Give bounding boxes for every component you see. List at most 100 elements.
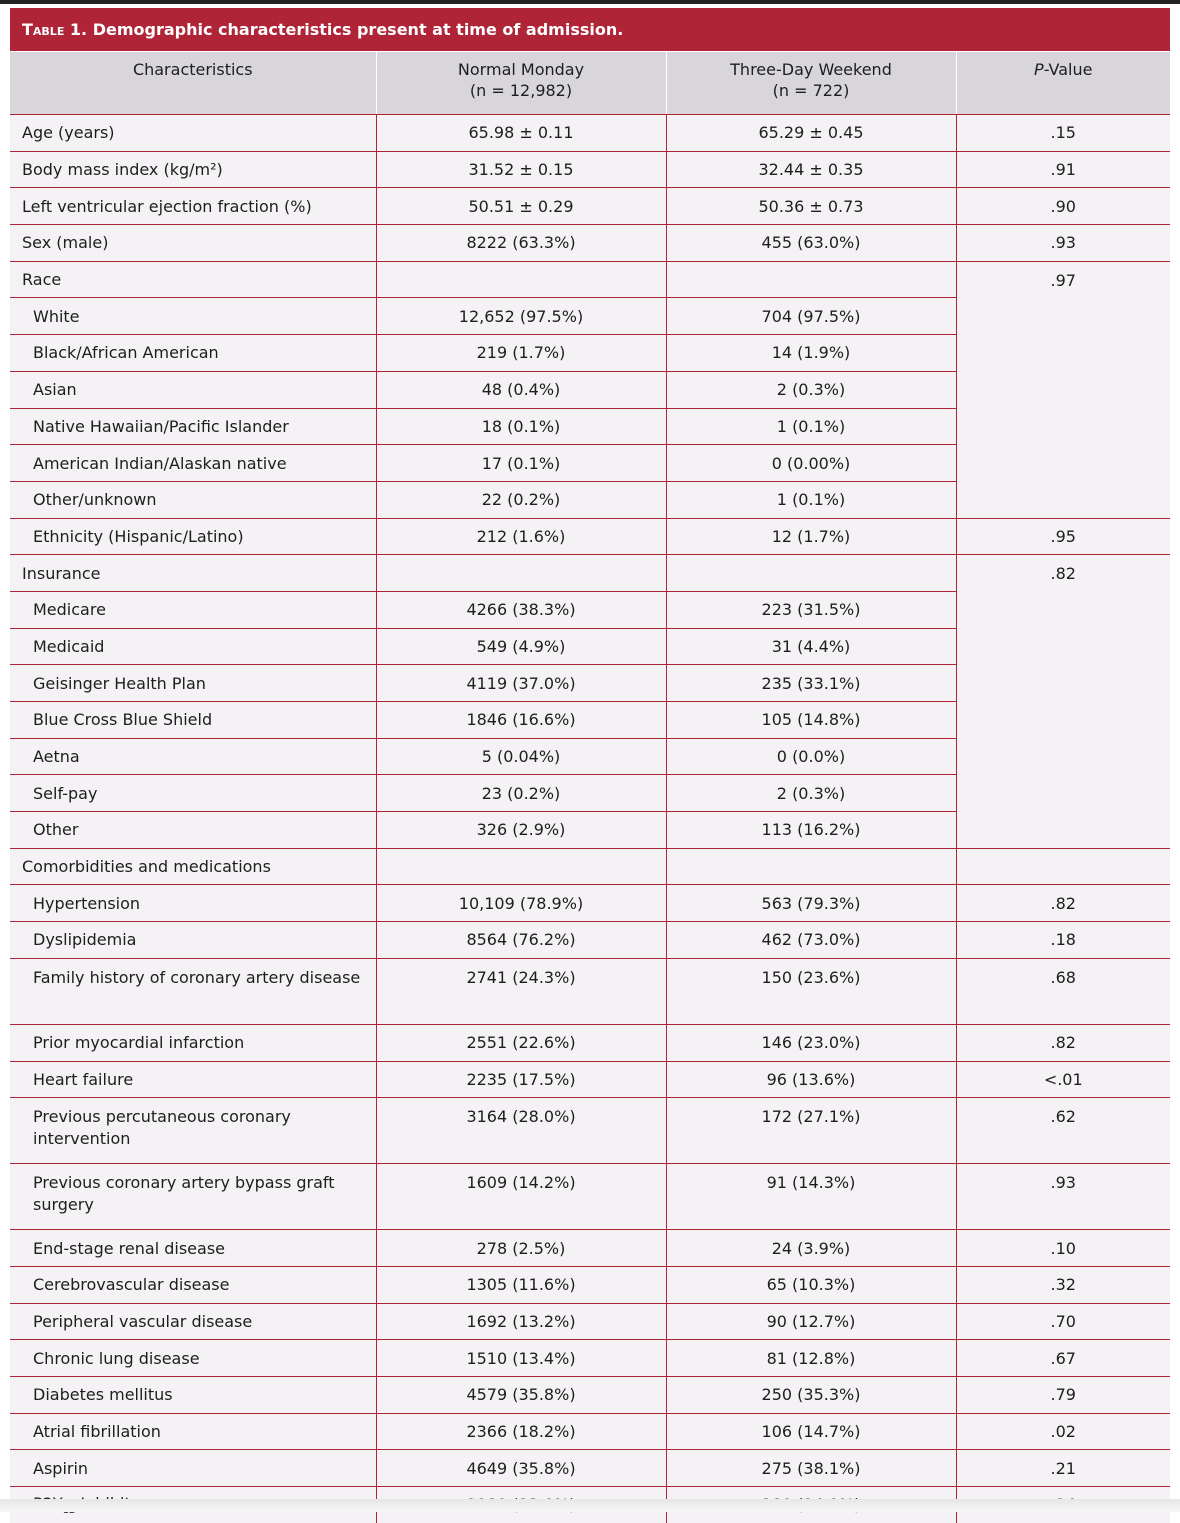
cell-text: 50.36 ± 0.73: [758, 196, 864, 216]
cell-text: 1846 (16.6%): [466, 710, 576, 730]
column-header: Three-Day Weekend (n = 722): [665, 52, 956, 115]
row-label: Age (years): [10, 114, 376, 152]
table-row: Hypertension 10,109 (78.9%) 563 (79.3%) .82: [10, 884, 1170, 922]
header-line: Three-Day Weekend: [730, 60, 892, 79]
cell-text: .18: [1050, 930, 1076, 950]
header-line: Characteristics: [132, 60, 253, 79]
cell-text: 2741 (24.3%): [466, 967, 576, 987]
cell-text: Ethnicity (Hispanic/Latino): [33, 526, 244, 546]
cell-text: 0 (0.00%): [771, 453, 851, 473]
column-header: Characteristics: [10, 52, 376, 115]
table-row: Other 326 (2.9%) 113 (16.2%): [10, 811, 1170, 849]
cell-text: Self-pay: [33, 783, 98, 803]
cell-text: 455 (63.0%): [761, 233, 861, 253]
value-cell: 563 (79.3%): [665, 884, 956, 922]
cell-text: 2366 (18.2%): [466, 1421, 576, 1441]
title-text: Demographic characteristics present at t…: [92, 20, 624, 39]
cell-text: 22 (0.2%): [481, 490, 561, 510]
cell-text: 250 (35.3%): [761, 1385, 861, 1405]
cell-text: Medicaid: [33, 636, 105, 656]
cell-text: 50.51 ± 0.29: [468, 196, 574, 216]
value-cell: 4119 (37.0%): [375, 664, 666, 702]
table-row: Peripheral vascular disease 1692 (13.2%) 9…: [10, 1302, 1170, 1340]
value-cell: 326 (2.9%): [375, 811, 666, 849]
row-label: Black/African American: [10, 334, 376, 372]
value-cell: 105 (14.8%): [665, 701, 956, 739]
p-value-cell: .82: [955, 554, 1170, 849]
table-row: Left ventricular ejection fraction (%) 50…: [10, 187, 1170, 225]
cell-text: 90 (12.7%): [766, 1311, 856, 1331]
cell-text: .97: [1050, 270, 1076, 290]
value-cell: 278 (2.5%): [375, 1229, 666, 1267]
cell-text: 4649 (35.8%): [466, 1458, 576, 1478]
cell-text: 1692 (13.2%): [466, 1311, 576, 1331]
cell-text: Heart failure: [33, 1069, 134, 1089]
p-value-cell: [955, 847, 1170, 885]
cell-text: 150 (23.6%): [761, 967, 861, 987]
p-value-cell: .02: [955, 1412, 1170, 1450]
cell-text: Black/African American: [33, 343, 219, 363]
p-value-cell: .93: [955, 224, 1170, 262]
table-row: Previous coronary artery bypass graft su…: [10, 1163, 1170, 1230]
cell-text: .62: [1050, 1107, 1076, 1127]
cell-text: .93: [1050, 1173, 1076, 1193]
cell-text: .21: [1050, 1458, 1076, 1478]
cell-text: .67: [1050, 1348, 1076, 1368]
value-cell: 549 (4.9%): [375, 627, 666, 665]
cell-text: 462 (73.0%): [761, 930, 861, 950]
table-row: Native Hawaiian/Pacific Islander 18 (0.1%…: [10, 407, 1170, 445]
cell-text: <.01: [1043, 1069, 1083, 1089]
header-line: Normal Monday: [457, 60, 585, 79]
cell-text: .91: [1050, 160, 1076, 180]
row-label: End-stage renal disease: [10, 1229, 376, 1267]
cell-text: .82: [1050, 1033, 1076, 1053]
row-label: Geisinger Health Plan: [10, 664, 376, 702]
value-cell: 0 (0.0%): [665, 737, 956, 775]
cell-text: 32.44 ± 0.35: [758, 160, 864, 180]
row-label: Heart failure: [10, 1060, 376, 1098]
cell-text: .10: [1050, 1238, 1076, 1258]
cell-text: 18 (0.1%): [481, 416, 561, 436]
cell-text: American Indian/Alaskan native: [33, 453, 287, 473]
table-row: Other/unknown 22 (0.2%) 1 (0.1%): [10, 480, 1170, 519]
cell-text: .95: [1050, 526, 1076, 546]
cell-text: Body mass index (kg/m²): [22, 160, 223, 180]
cell-text: 65.98 ± 0.11: [468, 123, 574, 143]
table-title: Table 1. Demographic characteristics pre…: [10, 8, 1170, 51]
cell-text: 1 (0.1%): [776, 490, 846, 510]
value-cell: 17 (0.1%): [375, 444, 666, 482]
cell-text: 223 (31.5%): [761, 600, 861, 620]
p-value-cell: .21: [955, 1449, 1170, 1487]
p-value-cell: .15: [955, 114, 1170, 152]
value-cell: 5 (0.04%): [375, 737, 666, 775]
cell-text: 1510 (13.4%): [466, 1348, 576, 1368]
table-row: Previous percutaneous coronary intervent…: [10, 1097, 1170, 1164]
row-label: Comorbidities and medications: [10, 847, 376, 885]
value-cell: 0 (0.00%): [665, 444, 956, 482]
table-row: Insurance .82: [10, 554, 1170, 849]
value-cell: 113 (16.2%): [665, 811, 956, 849]
value-cell: [375, 260, 666, 298]
p-value-cell: .93: [955, 1163, 1170, 1230]
value-cell: 2 (0.3%): [665, 774, 956, 812]
row-label: Prior myocardial infarction: [10, 1023, 376, 1061]
value-cell: 12 (1.7%): [665, 517, 956, 555]
value-cell: 223 (31.5%): [665, 590, 956, 629]
cell-text: 12,652 (97.5%): [458, 306, 584, 326]
row-label: Ethnicity (Hispanic/Latino): [10, 517, 376, 555]
cell-text: 1 (0.1%): [776, 416, 846, 436]
row-label: Previous coronary artery bypass graft su…: [10, 1163, 376, 1230]
cell-text: Chronic lung disease: [33, 1348, 200, 1368]
cell-text: Hypertension: [33, 893, 141, 913]
value-cell: 146 (23.0%): [665, 1023, 956, 1061]
column-header: P-Value: [955, 52, 1170, 115]
cell-text: 4579 (35.8%): [466, 1385, 576, 1405]
value-cell: 1692 (13.2%): [375, 1302, 666, 1340]
cell-text: 2 (0.3%): [776, 380, 846, 400]
cell-text: .93: [1050, 233, 1076, 253]
value-cell: 2 (0.3%): [665, 370, 956, 408]
value-cell: 1846 (16.6%): [375, 701, 666, 739]
cell-text: Asian: [33, 380, 77, 400]
cell-text: 1305 (11.6%): [466, 1275, 576, 1295]
value-cell: 90 (12.7%): [665, 1302, 956, 1340]
